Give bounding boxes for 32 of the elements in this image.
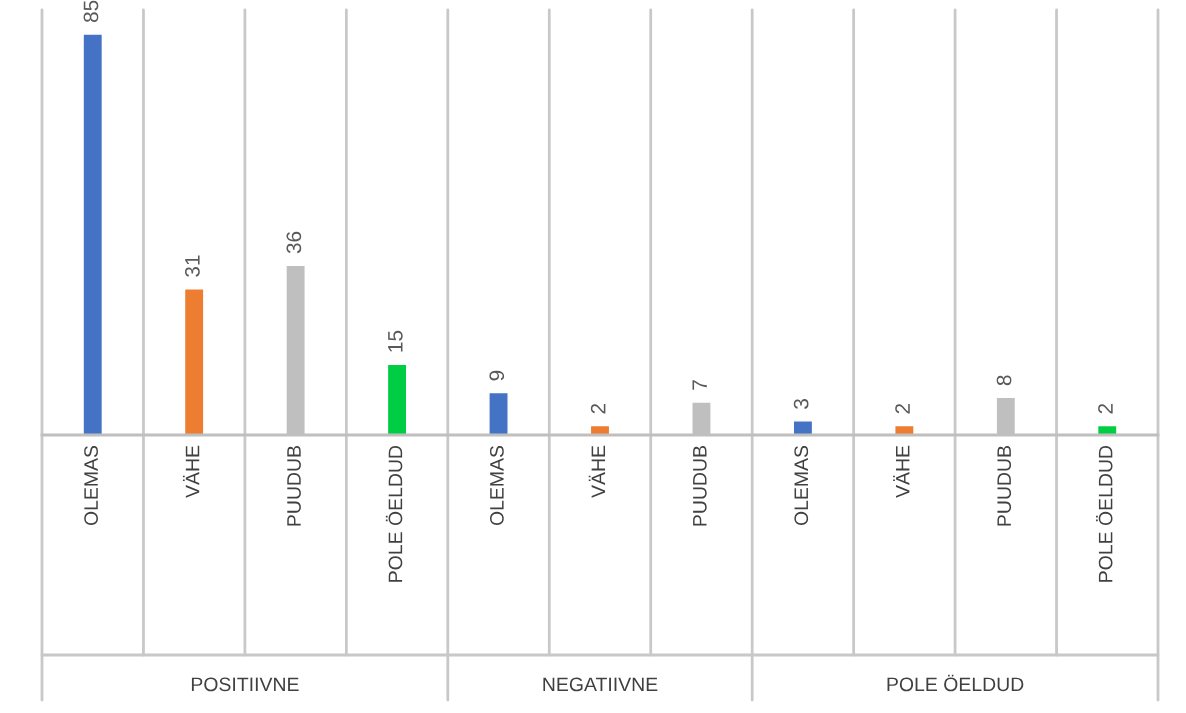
x-tick-label: VÄHE — [182, 445, 200, 498]
data-label: 3 — [793, 399, 809, 409]
data-label: 85 — [83, 0, 99, 23]
bar — [386, 363, 408, 435]
bar — [1096, 424, 1118, 435]
data-label: 31 — [185, 255, 200, 277]
bar — [894, 424, 915, 435]
data-label: 9 — [489, 370, 505, 381]
data-label: 8 — [996, 375, 1012, 386]
text: POSITIIVNE — [191, 677, 299, 692]
data-label: 2 — [1098, 403, 1113, 414]
x-tick-label: OLEMAS — [490, 445, 504, 526]
data-label: 15 — [388, 330, 403, 352]
data-label: 2 — [590, 403, 606, 414]
x-tick-label: OLEMAS — [794, 445, 809, 526]
x-tick-label: PUUDUB — [997, 446, 1012, 526]
x-tick-label: VÄHE — [588, 445, 606, 498]
data-label: 36 — [286, 231, 302, 254]
x-tick-label: VÄHE — [893, 445, 910, 498]
bar — [82, 33, 104, 435]
text: NEGATIIVNE — [543, 677, 658, 692]
bar — [792, 420, 814, 435]
data-label: 2 — [895, 403, 910, 414]
data-label: 7 — [692, 380, 707, 390]
x-tick-label: OLEMAS — [84, 445, 98, 526]
x-tick-label: PUUDUB — [287, 446, 301, 526]
bar — [183, 288, 205, 435]
bar — [488, 391, 509, 435]
x-tick-label: PUUDUB — [693, 446, 707, 526]
x-tick-label: POLE ÖELDUD — [385, 445, 403, 582]
text: POLE ÖELDUD — [887, 674, 1024, 692]
x-tick-label: POLE ÖELDUD — [1096, 445, 1113, 582]
